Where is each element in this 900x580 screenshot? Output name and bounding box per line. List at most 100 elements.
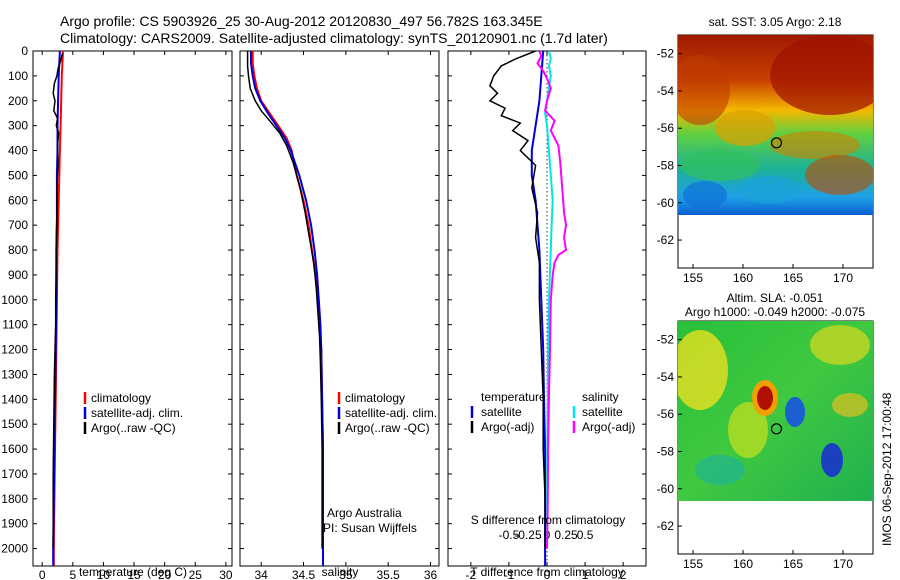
difference-legend-salinity: salinity satellite Argo(-adj)	[572, 390, 635, 434]
map-y-tick-label: -62	[657, 233, 675, 247]
temperature-axes-box	[32, 50, 233, 567]
difference-y-tick-marks	[448, 50, 646, 550]
depth-tick-label: 1700	[1, 467, 28, 481]
legend-label-s-satellite: satellite	[582, 405, 623, 419]
salinity-panel: 34 34.5 35 35.5 36 salinity climatology sate…	[239, 50, 440, 580]
depth-tick-label: 1000	[1, 293, 28, 307]
depth-tick-label: 1600	[1, 442, 28, 456]
legend-label-satellite: satellite-adj. clim.	[345, 406, 437, 420]
header-line-2: Climatology: CARS2009. Satellite-adjuste…	[60, 30, 608, 46]
temperature-x-axis-label: temperature (deg C)	[79, 565, 187, 579]
depth-tick-label: 100	[8, 69, 28, 83]
sst-map-ticks: 155 160 165 170 -52 -54 -56 -58 -60 -62	[657, 47, 854, 285]
depth-tick-label: 600	[8, 193, 28, 207]
depth-tick-label: 200	[8, 94, 28, 108]
sla-map-title: Altim. SLA: -0.051	[727, 291, 824, 305]
x-tick-label: 15	[127, 568, 141, 580]
legend-title-temperature: temperature	[481, 390, 546, 404]
depth-tick-label: 1200	[1, 343, 28, 357]
depth-tick-label: 0	[21, 44, 28, 58]
map-y-tick-label: -60	[657, 482, 675, 496]
map-x-tick-label: 155	[683, 557, 703, 571]
legend-label-s-argo: Argo(-adj)	[582, 420, 635, 434]
temperature-series-group	[52, 51, 64, 566]
map-y-tick-label: -56	[657, 121, 675, 135]
t-difference-x-ticks: -2 -1 0 1 2	[466, 51, 627, 580]
depth-tick-label: 1500	[1, 417, 28, 431]
series-line-s-difference-satellite	[544, 51, 554, 549]
x-tick-label: 2	[620, 568, 627, 580]
depth-tick-label: 400	[8, 144, 28, 158]
difference-panel: -2 -1 0 1 2 -0.5-0.25 0 0.25 0.5 T difference f…	[447, 50, 647, 580]
x-tick-label: -2	[466, 568, 477, 580]
x-tick-label: 20	[158, 568, 172, 580]
x-tick-label: 35.5	[377, 568, 401, 580]
sla-map: Altim. SLA: -0.051 Argo h1000: -0.049 h2…	[657, 291, 874, 571]
map-x-tick-label: 155	[683, 271, 703, 285]
sst-map: sat. SST: 3.05 Argo: 2.18 155 160 165 170 -5…	[657, 15, 874, 285]
series-line-salinity-argo	[246, 51, 323, 549]
sla-map-ticks: 155 160 165 170 -52 -54 -56 -58 -60 -62	[657, 333, 854, 571]
argo-position-marker	[770, 137, 783, 149]
map-x-tick-label: 165	[783, 271, 803, 285]
map-y-tick-label: -52	[657, 47, 675, 61]
map-y-tick-label: -54	[657, 370, 675, 384]
series-line-t-difference-satellite	[530, 51, 547, 566]
x-tick-label: 36	[424, 568, 438, 580]
map-x-tick-label: 170	[833, 557, 853, 571]
difference-series-group	[488, 51, 568, 566]
depth-tick-labels: 0 100 200 300 400 500 600 700 800 900 1000 1100 1200…	[1, 44, 232, 556]
map-y-tick-label: -58	[657, 444, 675, 458]
salinity-x-ticks: 34 34.5 35 35.5 36	[254, 51, 438, 580]
x-tick-label: 34.5	[292, 568, 316, 580]
sla-map-subtitle: Argo h1000: -0.049 h2000: -0.075	[685, 305, 865, 319]
imos-watermark: IMOS 06-Sep-2012 17:00:48	[880, 392, 894, 546]
map-y-tick-label: -60	[657, 196, 675, 210]
argo-position-marker	[770, 423, 783, 435]
legend-label-argo: Argo(..raw -QC)	[91, 421, 176, 435]
legend-label-argo: Argo(..raw -QC)	[345, 421, 430, 435]
x-tick-label: 0	[39, 568, 46, 580]
map-y-tick-label: -58	[657, 158, 675, 172]
salinity-x-axis-label: salinity	[322, 565, 359, 579]
depth-tick-label: 1400	[1, 392, 28, 406]
series-line-salinity-satellite	[250, 51, 324, 566]
t-difference-x-axis-label: T difference from climatology	[470, 565, 624, 579]
map-y-tick-label: -52	[657, 333, 675, 347]
map-y-tick-label: -56	[657, 407, 675, 421]
depth-tick-label: 500	[8, 168, 28, 182]
depth-tick-label: 1100	[2, 318, 28, 332]
depth-tick-label: 1300	[1, 367, 28, 381]
s-difference-tick-label: -0.25	[514, 528, 542, 542]
series-line-temperature-argo	[52, 53, 64, 549]
x-tick-label: 10	[97, 568, 111, 580]
header-line-1: Argo profile: CS 5903926_25 30-Aug-2012 …	[60, 13, 543, 29]
salinity-legend: climatology satellite-adj. clim. Argo(..…	[337, 391, 437, 435]
temperature-x-ticks: 0 5 10 15 20 25 30	[39, 51, 233, 580]
sst-map-title: sat. SST: 3.05 Argo: 2.18	[709, 15, 842, 29]
legend-label-climatology: climatology	[345, 391, 405, 405]
salinity-y-tick-marks	[240, 50, 439, 550]
series-line-s-difference-argo	[536, 51, 568, 549]
x-tick-label: 35	[339, 568, 353, 580]
legend-label-satellite: satellite-adj. clim.	[91, 406, 183, 420]
x-tick-label: 30	[219, 568, 233, 580]
sst-field	[678, 35, 873, 215]
x-tick-label: -1	[504, 568, 515, 580]
map-x-tick-label: 160	[733, 557, 753, 571]
s-difference-tick-label: 0.25	[554, 528, 578, 542]
argo-australia-label: Argo Australia	[327, 506, 402, 520]
depth-tick-label: 1800	[1, 492, 28, 506]
s-difference-label: S difference from climatology	[471, 513, 626, 527]
difference-legend-temperature: temperature satellite Argo(-adj)	[470, 390, 546, 434]
salinity-axes-box	[239, 50, 440, 567]
x-tick-label: 25	[189, 568, 203, 580]
sla-field	[678, 321, 873, 501]
x-tick-label: 5	[69, 568, 76, 580]
depth-tick-label: 900	[8, 268, 28, 282]
x-tick-label: 34	[254, 568, 268, 580]
map-x-tick-label: 165	[783, 557, 803, 571]
map-x-tick-label: 170	[833, 271, 853, 285]
